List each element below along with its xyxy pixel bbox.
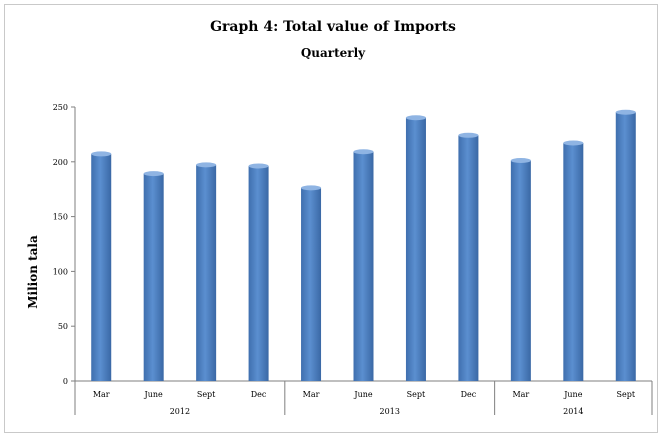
y-tick-label: 100 xyxy=(53,267,68,276)
x-category-label: Sept xyxy=(197,390,216,399)
bar xyxy=(301,187,322,381)
x-group-label: 2014 xyxy=(563,407,583,416)
x-category-label: June xyxy=(563,390,583,399)
bar-top xyxy=(248,163,269,169)
x-category-label: Dec xyxy=(461,390,477,399)
bar xyxy=(405,117,426,381)
x-group-label: 2012 xyxy=(170,407,190,416)
y-tick-label: 200 xyxy=(53,158,68,167)
bar xyxy=(248,165,269,381)
bar-top xyxy=(458,132,479,138)
chart-title: Graph 4: Total value of Imports xyxy=(210,19,456,35)
x-category-label: Sept xyxy=(616,390,635,399)
chart-frame xyxy=(4,4,658,433)
chart-subtitle: Quarterly xyxy=(301,46,366,60)
y-tick-label: 0 xyxy=(63,377,68,386)
y-tick-label: 250 xyxy=(53,103,68,112)
bar xyxy=(91,153,112,381)
y-tick-label: 150 xyxy=(53,213,68,222)
bar-top xyxy=(143,171,164,177)
bar-top xyxy=(353,149,374,155)
bar xyxy=(458,135,479,381)
bar xyxy=(143,173,164,381)
y-axis-label: Milion tala xyxy=(26,235,40,309)
bar-top xyxy=(510,158,531,164)
bar-top xyxy=(91,151,112,157)
x-category-label: June xyxy=(144,390,164,399)
bar-top xyxy=(405,115,426,121)
y-tick-label: 50 xyxy=(58,322,68,331)
bar-top xyxy=(301,185,322,191)
x-category-label: Mar xyxy=(512,390,529,399)
bar-top xyxy=(563,140,584,146)
x-category-label: Sept xyxy=(407,390,426,399)
bar-top xyxy=(196,162,217,168)
x-group-label: 2013 xyxy=(380,407,400,416)
bar xyxy=(353,151,374,381)
bar xyxy=(563,142,584,381)
bar xyxy=(196,164,217,381)
plot-area: 0 50 100 150 200 250 Mar June Sept Dec Mar June Sept… xyxy=(53,103,653,416)
x-category-label: Dec xyxy=(251,390,267,399)
bar-top xyxy=(615,109,636,115)
x-category-label: Mar xyxy=(303,390,320,399)
x-category-label: June xyxy=(353,390,373,399)
bar xyxy=(615,112,636,382)
x-category-label: Mar xyxy=(93,390,110,399)
bar xyxy=(510,160,531,381)
